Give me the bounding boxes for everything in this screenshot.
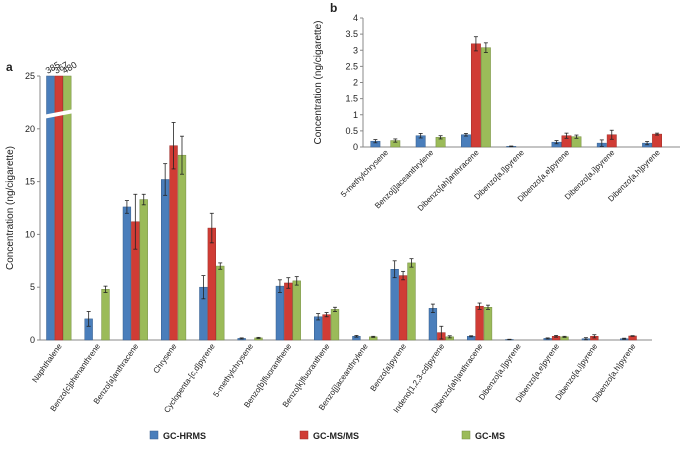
bar-gc-ms-cyclopenta-c-d-pyrene xyxy=(216,265,225,341)
bar-gc-ms-naphthalene xyxy=(63,75,72,341)
y-tick-label: 4 xyxy=(353,13,358,23)
y-tick-label: 0 xyxy=(353,142,358,152)
y-axis-label: Concentration (ng/cigarette) xyxy=(313,21,324,145)
axis-break-mark xyxy=(43,108,75,119)
legend-swatch-gc-ms-ms xyxy=(299,430,309,440)
bar-gc-hrms-benzo-a-anthracene xyxy=(122,206,132,341)
bar-gc-ms-chrysene xyxy=(177,154,187,341)
bar-gc-hrms-chrysene xyxy=(161,179,170,341)
x-tick-label: 5-methylchrysene xyxy=(211,342,255,399)
y-tick-label: 3.5 xyxy=(345,29,358,39)
legend-label-gc-ms-ms: GC-MS/MS xyxy=(313,431,359,441)
bar-gc-ms-ms-naphthalene xyxy=(54,75,63,341)
panel-letter: a xyxy=(6,60,13,74)
y-tick-label: 0 xyxy=(30,335,35,345)
bar-gc-hrms-benzo-a-pyrene xyxy=(390,268,399,341)
bar-gc-ms-dibenzo-ah-anthracene xyxy=(483,307,493,341)
panel-b: 0 0.5 1 1.5 2 2.5 3 3.5 4 Concentration (ng/cigar… xyxy=(313,1,680,213)
bar-gc-ms-benzo-a-anthracene xyxy=(139,199,148,341)
legend-label-gc-ms: GC-MS xyxy=(475,431,505,441)
x-tick-label: Benzo[a]pyrene xyxy=(368,342,408,394)
bar-gc-hrms-dibenzo-ah-anthracene xyxy=(461,134,471,148)
bar-gc-hrms-indeno-1-2-3-cd-pyrene xyxy=(428,308,438,341)
bar-gc-ms-ms-dibenzo-ah-anthracene xyxy=(475,305,484,341)
legend-swatch-gc-ms xyxy=(461,430,471,440)
bar-gc-hrms-naphthalene xyxy=(46,75,55,341)
x-tick-label: Chrysene xyxy=(151,342,178,376)
bar-gc-ms-benzo-a-pyrene xyxy=(407,262,416,341)
y-axis-label: Concentration (ng/cigarette) xyxy=(5,146,16,270)
bar-gc-ms-ms-dibenzo-a-h-pyrene xyxy=(652,133,662,148)
y-tick-label: 2 xyxy=(353,78,358,88)
x-tick-label: Dibenzo[a,h]pyrene xyxy=(590,342,637,404)
y-tick-label: 10 xyxy=(25,229,35,239)
bar-gc-ms-ms-benzo-b-fluoranthene xyxy=(284,282,293,341)
bar-gc-ms-ms-benzo-a-pyrene xyxy=(398,275,408,341)
bar-gc-hrms-benzo-b-fluoranthene xyxy=(275,285,285,341)
y-tick-label: 1.5 xyxy=(345,94,358,104)
bar-gc-ms-dibenzo-ah-anthracene xyxy=(480,47,491,148)
x-tick-label: Dibenzo[a,l]pyrene xyxy=(477,342,523,402)
panel-letter: b xyxy=(330,1,337,15)
bar-gc-ms-ms-dibenzo-ah-anthracene xyxy=(470,43,481,148)
bar-gc-ms-ms-cyclopenta-c-d-pyrene xyxy=(207,227,216,341)
y-tick-label: 1 xyxy=(353,110,358,120)
legend-label-gc-hrms: GC-HRMS xyxy=(163,431,206,441)
bar-gc-ms-benzo-k-fluoranthene xyxy=(330,309,340,341)
x-tick-label: Dibenzo[a,i]pyrene xyxy=(554,342,600,402)
legend-swatch-gc-hrms xyxy=(149,430,159,440)
y-tick-label: 25 xyxy=(25,71,35,81)
x-tick-label: Naphthalene xyxy=(30,342,64,385)
bar-gc-ms-ms-chrysene xyxy=(169,145,178,341)
legend: GC-HRMS GC-MS/MS GC-MS xyxy=(149,430,505,441)
y-tick-label: 20 xyxy=(25,124,35,134)
bar-gc-ms-benzo-b-fluoranthene xyxy=(292,280,301,341)
x-tick-label: 5-methylchrysene xyxy=(339,148,390,199)
y-tick-label: 5 xyxy=(30,282,35,292)
y-tick-label: 3 xyxy=(353,45,358,55)
bar-gc-ms-benzo-c-phenanthrene xyxy=(101,289,110,341)
bar-gc-ms-ms-benzo-k-fluoranthene xyxy=(322,314,331,341)
y-tick-label: 2.5 xyxy=(345,61,358,71)
y-tick-label: 0.5 xyxy=(345,126,358,136)
y-tick-label: 15 xyxy=(25,177,35,187)
